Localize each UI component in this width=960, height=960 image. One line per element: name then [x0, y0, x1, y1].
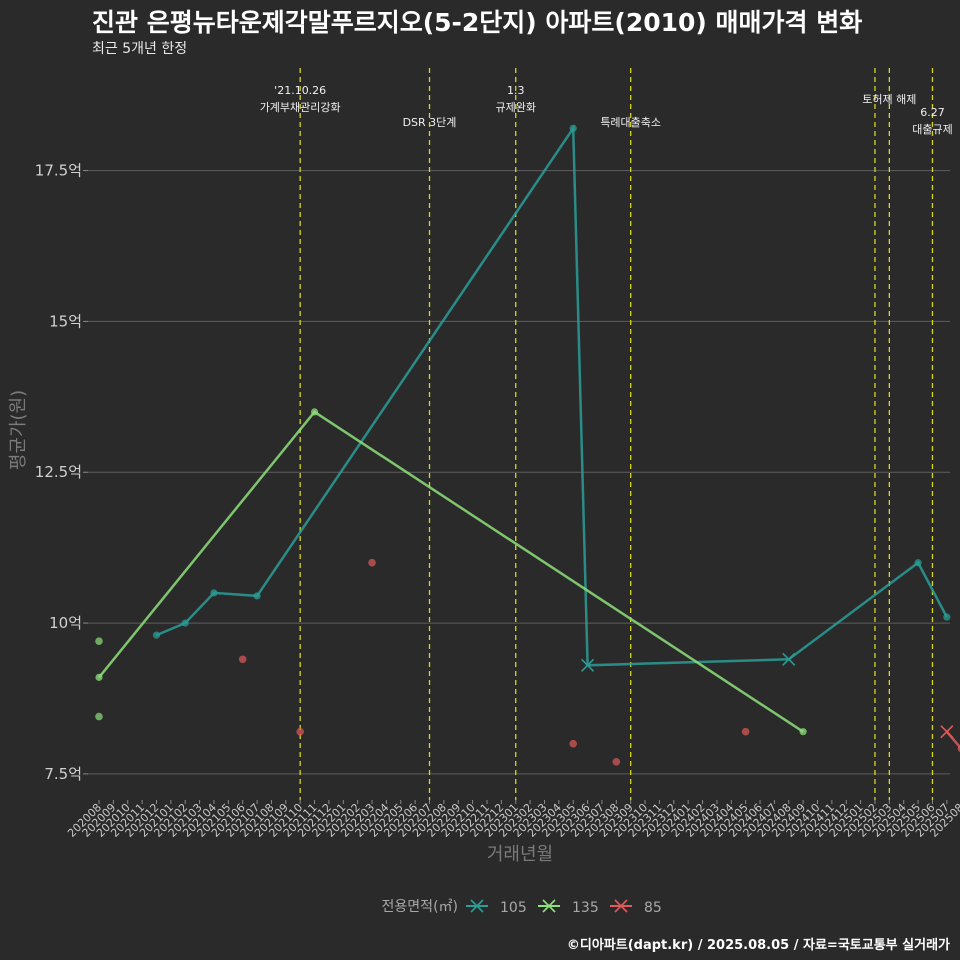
- event-label: 1.3: [507, 84, 525, 97]
- series-point-135: [310, 408, 319, 416]
- event-label: 대출규제: [912, 123, 952, 136]
- y-tick-label: 15억: [49, 312, 82, 330]
- event-label: 6.27: [920, 106, 945, 119]
- x-axis-title: 거래년월: [487, 844, 553, 865]
- legend-label-135: 135: [572, 900, 599, 916]
- series-point-105: [210, 589, 218, 597]
- scatter-point-85: [569, 739, 578, 748]
- chart-subtitle: 최근 5개년 한정: [92, 41, 188, 57]
- event-label: 규제완화: [495, 101, 535, 114]
- series-line-105: [156, 124, 948, 667]
- series-point-85: [957, 745, 960, 752]
- event-label: '21.10.26: [274, 84, 326, 97]
- scatter-point-85: [296, 727, 304, 736]
- scatter-point-85: [238, 655, 247, 664]
- grid-layer: [83, 170, 950, 775]
- series-layer: [95, 124, 960, 766]
- series-line-135: [98, 410, 804, 733]
- series-point-135: [95, 673, 103, 681]
- scatter-point-135: [95, 712, 103, 721]
- scatter-point-85: [612, 758, 621, 766]
- legend-key-marker-105: [470, 899, 484, 913]
- legend-label-105: 105: [500, 900, 527, 916]
- scatter-point-85: [741, 727, 750, 736]
- series-point-105: [943, 613, 951, 621]
- event-label: 가계부채관리강화: [260, 101, 341, 114]
- chart-caption: ©디아파트(dapt.kr) / 2025.08.05 / 자료=국토교통부 실…: [566, 938, 950, 953]
- series-point-105: [569, 124, 577, 132]
- series-x-marker-85: [940, 725, 954, 739]
- legend-title: 전용면적(㎡): [382, 899, 458, 915]
- scatter-point-85: [368, 558, 376, 567]
- event-label: DSR 3단계: [403, 116, 457, 129]
- legend-key-marker-135: [542, 899, 556, 913]
- event-label: 특례대출축소: [600, 116, 661, 129]
- legend-layer: 전용면적(㎡) 105 135 85: [382, 899, 662, 916]
- series-point-105: [181, 619, 189, 627]
- chart-title: 진관 은평뉴타운제각말푸르지오(5-2단지) 아파트(2010) 매매가격 변화: [92, 8, 863, 37]
- series-point-135: [799, 728, 807, 736]
- legend-label-85: 85: [644, 900, 662, 916]
- legend-key-marker-85: [614, 899, 628, 913]
- y-tick-label: 10억: [49, 614, 82, 632]
- y-tick-label: 12.5억: [35, 463, 82, 481]
- series-x-marker-105: [581, 658, 595, 672]
- y-axis-title: 평균가(원): [8, 390, 29, 470]
- scatter-point-135: [95, 637, 103, 645]
- event-label: 토허제 해제: [862, 92, 916, 106]
- series-point-105: [152, 631, 161, 639]
- axis-layer: 7.5억10억12.5억15억17.5억20200820200920201020…: [8, 162, 960, 865]
- series-point-105: [253, 592, 261, 600]
- series-point-105: [914, 559, 922, 567]
- y-tick-label: 7.5억: [44, 765, 82, 783]
- y-tick-label: 17.5억: [35, 162, 82, 180]
- series-x-marker-105: [782, 652, 796, 666]
